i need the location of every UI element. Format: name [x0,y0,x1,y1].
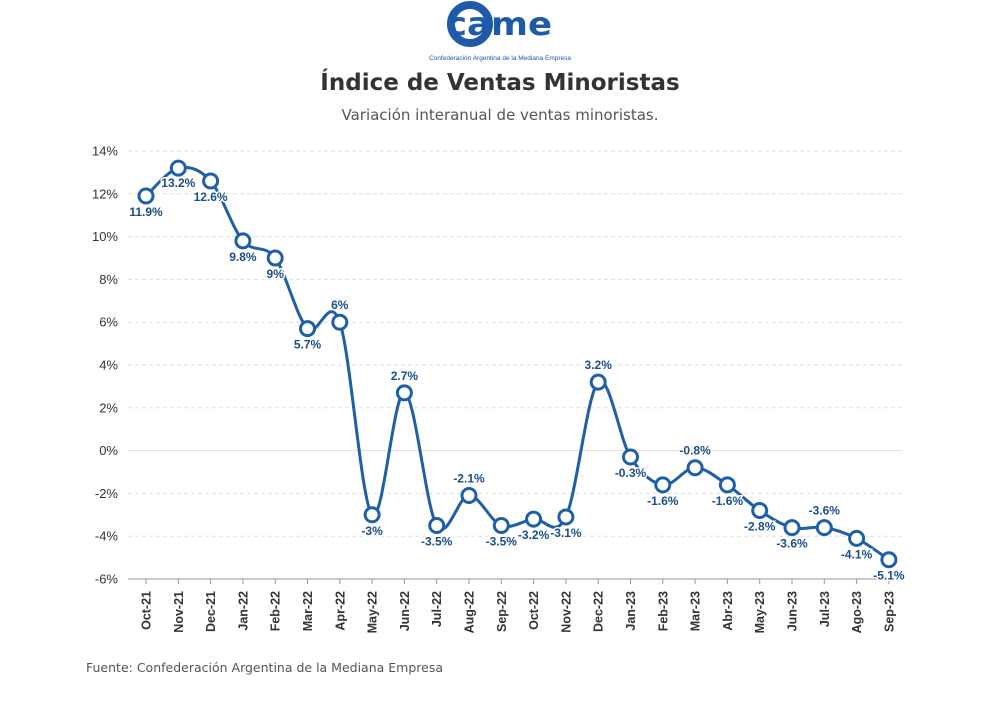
data-point [589,373,607,391]
logo-tagline: Confederación Argentina de la Mediana Em… [429,55,571,62]
data-point [815,519,833,537]
x-tick-label: Jan-23 [624,591,638,631]
x-tick-label: Oct-22 [527,591,541,630]
y-tick-label: -6% [95,572,119,587]
y-tick-label: 6% [99,315,118,330]
data-label: -3.1% [550,526,582,540]
y-tick-label: 4% [99,358,118,373]
data-label: -3.6% [809,504,841,518]
data-point [234,232,252,250]
x-tick-label: Jan-22 [236,591,250,631]
x-tick-label: Nov-21 [172,591,186,633]
y-tick-label: 0% [99,443,118,458]
data-label: -0.8% [679,444,711,458]
data-point [783,519,801,537]
data-point [202,172,220,190]
x-tick-label: Jul-22 [430,591,444,627]
data-point [751,502,769,520]
data-point [266,249,284,267]
data-label: 13.2% [161,176,195,190]
x-tick-label: Sep-23 [882,591,896,632]
series-line [144,165,890,561]
data-point [686,459,704,477]
y-tick-label: -2% [95,486,119,501]
data-point [363,506,381,524]
data-label: -3% [361,524,383,538]
data-point [718,476,736,494]
x-tick-label: Sep-22 [495,591,509,632]
data-label: 9% [267,267,285,281]
data-label: 6% [331,298,349,312]
x-tick-label: May-22 [366,591,380,633]
x-tick-label: Ago-23 [850,591,864,633]
data-label: 5.7% [294,338,322,352]
data-point [492,517,510,534]
x-tick-label: Oct-21 [140,591,154,630]
data-label: 3.2% [585,358,613,372]
data-point [395,384,413,402]
data-label: 9.8% [229,250,257,264]
x-tick-label: Dec-21 [204,591,218,632]
data-point [654,476,672,494]
data-label: 11.9% [129,205,163,219]
x-tick-label: Abr-23 [721,591,735,631]
data-label: -4.1% [841,547,873,561]
data-point [428,517,446,534]
y-tick-label: -4% [95,529,119,544]
data-label: -3.2% [518,528,550,542]
data-label: 12.6% [194,190,228,204]
data-label: -3.6% [776,537,808,551]
data-label: -1.6% [712,494,744,508]
data-label: -3.5% [421,535,453,549]
data-point [137,187,155,205]
x-tick-label: May-23 [753,591,767,633]
data-label: -1.6% [647,494,679,508]
y-tick-label: 14% [92,144,118,159]
data-point [880,551,898,569]
data-point [169,159,187,177]
data-label: -2.8% [744,520,776,534]
chart-subtitle: Variación interanual de ventas minorista… [341,106,659,124]
logo-ring [447,1,493,47]
source-note: Fuente: Confederación Argentina de la Me… [86,660,444,675]
data-point [460,487,478,505]
data-point [622,448,639,466]
x-tick-label: Feb-23 [656,591,670,631]
data-point [299,320,316,338]
x-tick-label: Jul-23 [818,591,832,627]
x-tick-label: Aug-22 [463,591,477,633]
x-tick-label: Mar-22 [301,591,315,631]
x-tick-label: Mar-23 [689,591,703,631]
y-tick-label: 2% [99,400,118,415]
x-tick-label: Dec-22 [592,591,606,632]
y-tick-label: 10% [92,229,118,244]
data-point [848,529,866,547]
data-label: -2.1% [453,472,485,486]
data-label: -0.3% [615,466,647,480]
data-point [331,313,349,331]
data-label: -5.1% [873,569,905,583]
x-tick-label: Jun-23 [786,591,800,631]
chart-title: Índice de Ventas Minoristas [320,70,680,96]
data-point [525,510,543,528]
logo-wordmark: came [446,5,552,43]
data-label: 2.7% [391,369,419,383]
data-label: -3.5% [486,535,518,549]
x-tick-label: Feb-22 [269,591,283,631]
x-tick-label: Apr-22 [333,591,347,631]
data-point [557,508,575,526]
came-logo: came Confederación Argentina de la Media… [429,1,571,62]
x-tick-label: Jun-22 [398,591,412,631]
y-tick-label: 8% [99,272,118,287]
x-tick-label: Nov-22 [559,591,573,633]
y-tick-label: 12% [92,186,118,201]
